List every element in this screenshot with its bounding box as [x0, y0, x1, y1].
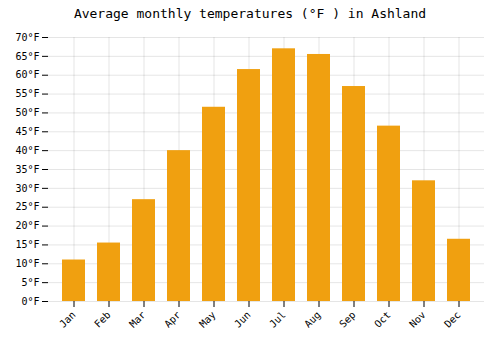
svg-text:20°F: 20°F	[15, 220, 39, 231]
svg-text:Jul: Jul	[267, 309, 288, 330]
svg-text:50°F: 50°F	[15, 107, 39, 118]
svg-text:Nov: Nov	[407, 309, 428, 330]
svg-text:25°F: 25°F	[15, 201, 39, 212]
svg-text:35°F: 35°F	[15, 164, 39, 175]
svg-text:70°F: 70°F	[15, 32, 39, 43]
svg-text:May: May	[197, 309, 218, 330]
svg-text:15°F: 15°F	[15, 239, 39, 250]
svg-text:Jun: Jun	[232, 309, 253, 330]
svg-text:Feb: Feb	[92, 309, 113, 330]
svg-text:40°F: 40°F	[15, 145, 39, 156]
svg-text:30°F: 30°F	[15, 183, 39, 194]
svg-text:60°F: 60°F	[15, 69, 39, 80]
svg-text:10°F: 10°F	[15, 258, 39, 269]
svg-text:Oct: Oct	[372, 309, 393, 330]
svg-text:55°F: 55°F	[15, 88, 39, 99]
svg-text:Sep: Sep	[337, 309, 358, 330]
svg-text:5°F: 5°F	[21, 277, 39, 288]
svg-text:Mar: Mar	[127, 309, 148, 330]
svg-text:Dec: Dec	[442, 309, 463, 330]
svg-text:45°F: 45°F	[15, 126, 39, 137]
svg-text:65°F: 65°F	[15, 51, 39, 62]
svg-text:Aug: Aug	[302, 309, 323, 330]
html-text:Average monthly temperatures (: Average monthly temperatures (°F ) in As…	[73, 6, 427, 21]
svg-text:Apr: Apr	[162, 309, 183, 330]
svg-text:Jan: Jan	[57, 309, 78, 330]
svg-text:0°F: 0°F	[21, 296, 39, 307]
